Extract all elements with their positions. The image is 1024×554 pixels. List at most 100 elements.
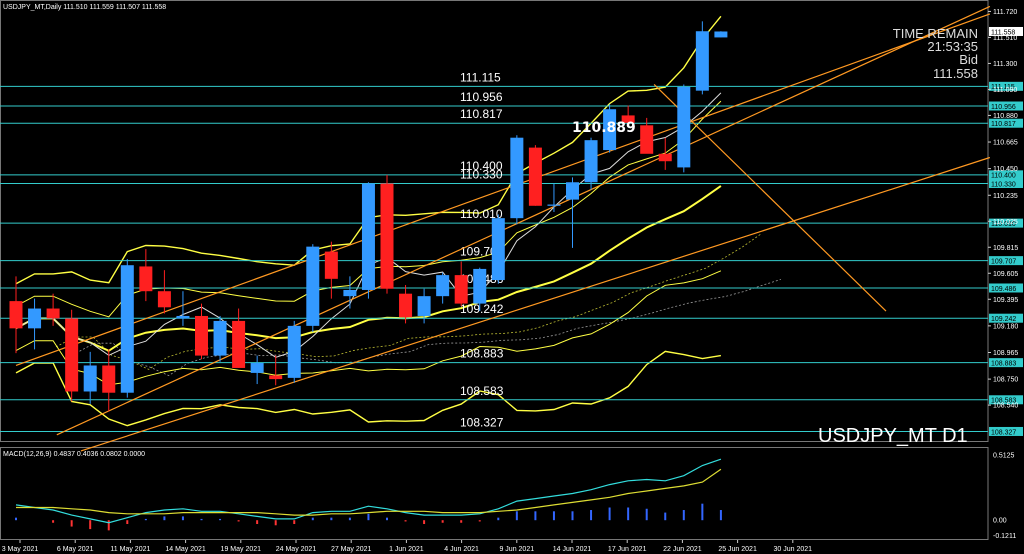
- time-tick-label: 30 Jun 2021: [774, 546, 813, 553]
- time-remain-label: TIME REMAIN: [893, 26, 978, 41]
- level-axis-tag-text: 108.883: [991, 360, 1016, 367]
- level-axis-tag: [989, 218, 1023, 228]
- bid-value: 111.558: [933, 66, 978, 81]
- candle-bear: [9, 301, 23, 329]
- candle-bear: [102, 365, 116, 393]
- candle-bear: [658, 153, 672, 162]
- candle-bull: [677, 86, 691, 168]
- candle-bull: [473, 268, 487, 304]
- level-axis-tag: [989, 170, 1023, 180]
- level-axis-tag-text: 110.817: [991, 121, 1016, 128]
- level-label: 110.010: [460, 207, 503, 221]
- price-tick-label: 110.450: [993, 166, 1018, 173]
- candle-bear: [454, 275, 468, 304]
- candle-bull: [510, 137, 524, 219]
- level-label: 110.956: [460, 90, 503, 104]
- level-label: 108.883: [460, 347, 504, 361]
- level-label: 108.327: [460, 415, 504, 429]
- candle-bull: [547, 204, 561, 206]
- trendline-upper-channel: [56, 5, 991, 436]
- time-tick-label: 1 Jun 2021: [389, 546, 424, 553]
- level-axis-tag: [989, 101, 1023, 111]
- level-axis-tag: [989, 256, 1023, 266]
- level-axis-tag-text: 109.486: [991, 286, 1016, 293]
- candle-bear: [528, 147, 542, 206]
- price-tick-label: 111.300: [993, 61, 1017, 68]
- candle-bull: [287, 325, 301, 378]
- macd-signal-line: [16, 468, 722, 516]
- level-axis-tag: [989, 426, 1023, 436]
- price-tick-label: 110.025: [993, 219, 1018, 226]
- macd-panel-frame: [0, 447, 989, 540]
- candle-bear: [195, 315, 208, 356]
- level-axis-tag-text: 110.330: [991, 181, 1016, 188]
- price-tick-label: 111.510: [993, 35, 1017, 42]
- candle-bear: [380, 183, 394, 289]
- trendline-descending: [653, 84, 887, 312]
- level-axis-tag: [989, 118, 1023, 128]
- price-tick-label: 111.090: [993, 87, 1017, 94]
- price-tick-label: 110.880: [993, 113, 1018, 120]
- trend-lines: [15, 5, 991, 452]
- price-callout: 110.889: [572, 120, 636, 136]
- time-tick-label: 17 Jun 2021: [608, 546, 647, 553]
- time-tick-label: 9 Jun 2021: [499, 546, 534, 553]
- time-tick-label: 27 May 2021: [331, 546, 372, 553]
- trendline-lower-channel: [80, 156, 991, 452]
- current-price-tag: [989, 26, 1023, 36]
- price-tick-label: 109.180: [993, 323, 1018, 330]
- time-tick-label: 4 Jun 2021: [444, 546, 479, 553]
- macd-tick-label: 0.00: [993, 518, 1007, 525]
- level-axis-tag-text: 110.010: [991, 221, 1016, 228]
- candle-bull: [176, 315, 190, 319]
- candle-bull: [306, 246, 320, 326]
- candle-bull: [250, 363, 264, 373]
- candle-bear: [232, 320, 246, 368]
- candle-bull: [343, 289, 357, 297]
- trendline-mid-channel: [15, 13, 991, 367]
- candle-bear: [157, 291, 171, 308]
- price-tick-label: 109.605: [993, 271, 1018, 278]
- candle-bull: [83, 365, 97, 392]
- level-axis-tag-text: 110.400: [991, 173, 1016, 180]
- level-axis-tag: [989, 358, 1023, 368]
- level-axis-tag-text: 110.956: [991, 104, 1016, 111]
- chart-info-label: USDJPY_MT,Daily 111.510 111.559 111.507 …: [3, 4, 166, 11]
- candle-bull: [491, 218, 505, 281]
- time-tick-label: 14 May 2021: [165, 546, 206, 553]
- candle-bull: [714, 31, 728, 38]
- price-tick-label: 108.540: [993, 403, 1018, 410]
- candle-bull: [695, 31, 709, 91]
- level-axis-tag-text: 109.242: [991, 316, 1016, 323]
- macd-info-label: MACD(12,26,9) 0.4837 0.4036 0.0802 0.000…: [3, 451, 145, 458]
- candle-bull: [120, 265, 134, 393]
- candle-bear: [139, 266, 153, 292]
- candle-bull: [566, 182, 579, 200]
- time-axis: 3 May 2021 6 May 2021 11 May 2021 14 May 20…: [2, 540, 812, 553]
- level-axis-tag-text: 108.327: [991, 429, 1016, 436]
- time-tick-label: 22 Jun 2021: [663, 546, 702, 553]
- level-label: 111.115: [460, 70, 501, 84]
- candle-bull: [584, 140, 598, 183]
- candle-bear: [65, 318, 79, 392]
- price-tick-label: 111.720: [993, 9, 1017, 16]
- level-axis-tag: [989, 179, 1023, 189]
- time-tick-label: 25 Jun 2021: [718, 546, 757, 553]
- level-axis-tag-text: 109.707: [991, 258, 1016, 265]
- level-axis-tag-text: 111.115: [991, 84, 1015, 91]
- level-label: 110.400: [460, 159, 503, 173]
- macd-tick-label: 0.5125: [993, 453, 1015, 460]
- candle-bear: [399, 293, 413, 318]
- level-axis-tag: [989, 81, 1023, 91]
- time-remain-value: 21:53:35: [927, 39, 978, 54]
- macd-panel: [15, 458, 722, 531]
- candle-bull: [28, 308, 42, 329]
- price-tick-label: 109.395: [993, 297, 1018, 304]
- candle-bull: [417, 296, 431, 316]
- candle-bear: [324, 251, 338, 279]
- macd-tick-label: -0.1211: [993, 533, 1016, 540]
- level-label: 108.583: [460, 384, 504, 398]
- candle-bull: [436, 275, 450, 297]
